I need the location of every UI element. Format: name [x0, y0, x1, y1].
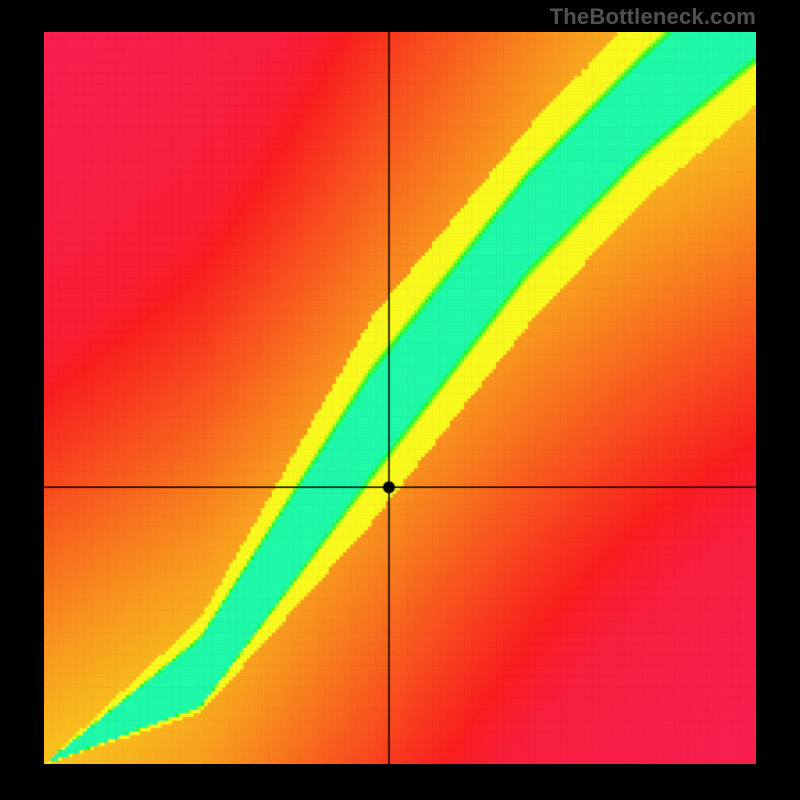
watermark-text: TheBottleneck.com — [550, 4, 756, 30]
chart-container: TheBottleneck.com — [0, 0, 800, 800]
bottleneck-heatmap — [44, 32, 756, 764]
